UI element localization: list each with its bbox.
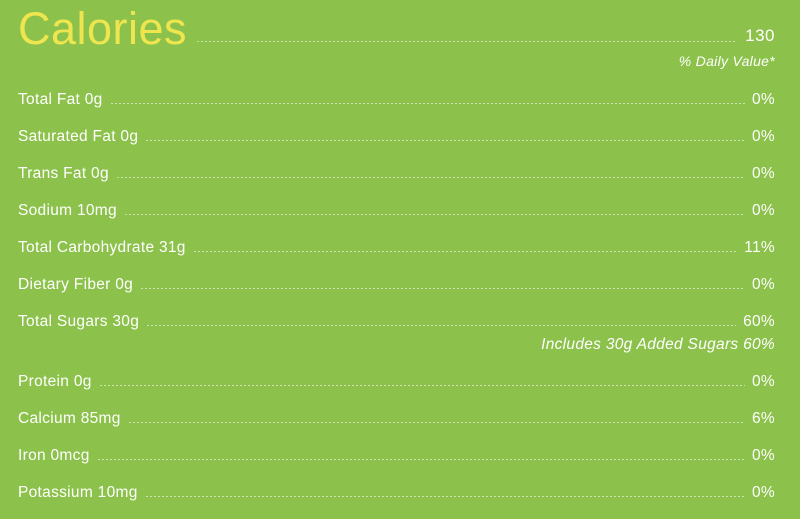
leader-line bbox=[146, 140, 745, 141]
nutrient-label: Total Fat 0g bbox=[18, 90, 103, 108]
nutrient-label: Total Sugars 30g bbox=[18, 312, 140, 330]
leader-line bbox=[193, 251, 738, 252]
row-protein: Protein 0g 0% bbox=[18, 353, 775, 390]
leader-line bbox=[197, 41, 738, 42]
nutrient-rows: Total Fat 0g 0% Saturated Fat 0g 0% Tran… bbox=[18, 71, 775, 501]
nutrient-label: Calcium 85mg bbox=[18, 409, 121, 427]
nutrient-value: 0% bbox=[751, 372, 775, 390]
row-potassium: Potassium 10mg 0% bbox=[18, 464, 775, 501]
leader-line bbox=[97, 459, 745, 460]
row-total-sugars: Total Sugars 30g 60% bbox=[18, 293, 775, 330]
nutrient-value: 0% bbox=[751, 483, 775, 501]
nutrient-label: Saturated Fat 0g bbox=[18, 127, 139, 145]
calories-value: 130 bbox=[745, 26, 775, 45]
row-total-carbohydrate: Total Carbohydrate 31g 11% bbox=[18, 219, 775, 256]
leader-line bbox=[147, 325, 737, 326]
leader-line bbox=[110, 103, 745, 104]
row-iron: Iron 0mcg 0% bbox=[18, 427, 775, 464]
nutrient-value: 6% bbox=[751, 409, 775, 427]
nutrient-value: 0% bbox=[751, 164, 775, 182]
row-sodium: Sodium 10mg 0% bbox=[18, 182, 775, 219]
nutrient-value: 0% bbox=[751, 201, 775, 219]
nutrient-label: Iron 0mcg bbox=[18, 446, 90, 464]
nutrient-label: Total Carbohydrate 31g bbox=[18, 238, 186, 256]
nutrient-value: 0% bbox=[751, 90, 775, 108]
row-dietary-fiber: Dietary Fiber 0g 0% bbox=[18, 256, 775, 293]
row-trans-fat: Trans Fat 0g 0% bbox=[18, 145, 775, 182]
nutrient-value: 0% bbox=[751, 446, 775, 464]
leader-line bbox=[145, 496, 745, 497]
leader-line bbox=[141, 288, 745, 289]
row-saturated-fat: Saturated Fat 0g 0% bbox=[18, 108, 775, 145]
nutrient-value: 0% bbox=[751, 127, 775, 145]
added-sugars-note: Includes 30g Added Sugars 60% bbox=[541, 335, 775, 353]
calories-header-row: Calories 130 bbox=[18, 6, 775, 51]
nutrient-label: Trans Fat 0g bbox=[18, 164, 109, 182]
nutrient-label: Dietary Fiber 0g bbox=[18, 275, 134, 293]
leader-line bbox=[99, 385, 745, 386]
daily-value-label: % Daily Value* bbox=[678, 53, 775, 69]
nutrient-value: 11% bbox=[744, 238, 775, 256]
row-total-fat: Total Fat 0g 0% bbox=[18, 71, 775, 108]
nutrient-label: Potassium 10mg bbox=[18, 483, 138, 501]
calories-title: Calories bbox=[18, 3, 188, 54]
nutrient-label: Protein 0g bbox=[18, 372, 92, 390]
row-calcium: Calcium 85mg 6% bbox=[18, 390, 775, 427]
leader-line bbox=[124, 214, 745, 215]
nutrient-value: 0% bbox=[751, 275, 775, 293]
leader-line bbox=[116, 177, 745, 178]
nutrient-value: 60% bbox=[743, 312, 775, 330]
leader-line bbox=[128, 422, 745, 423]
nutrient-label: Sodium 10mg bbox=[18, 201, 117, 219]
